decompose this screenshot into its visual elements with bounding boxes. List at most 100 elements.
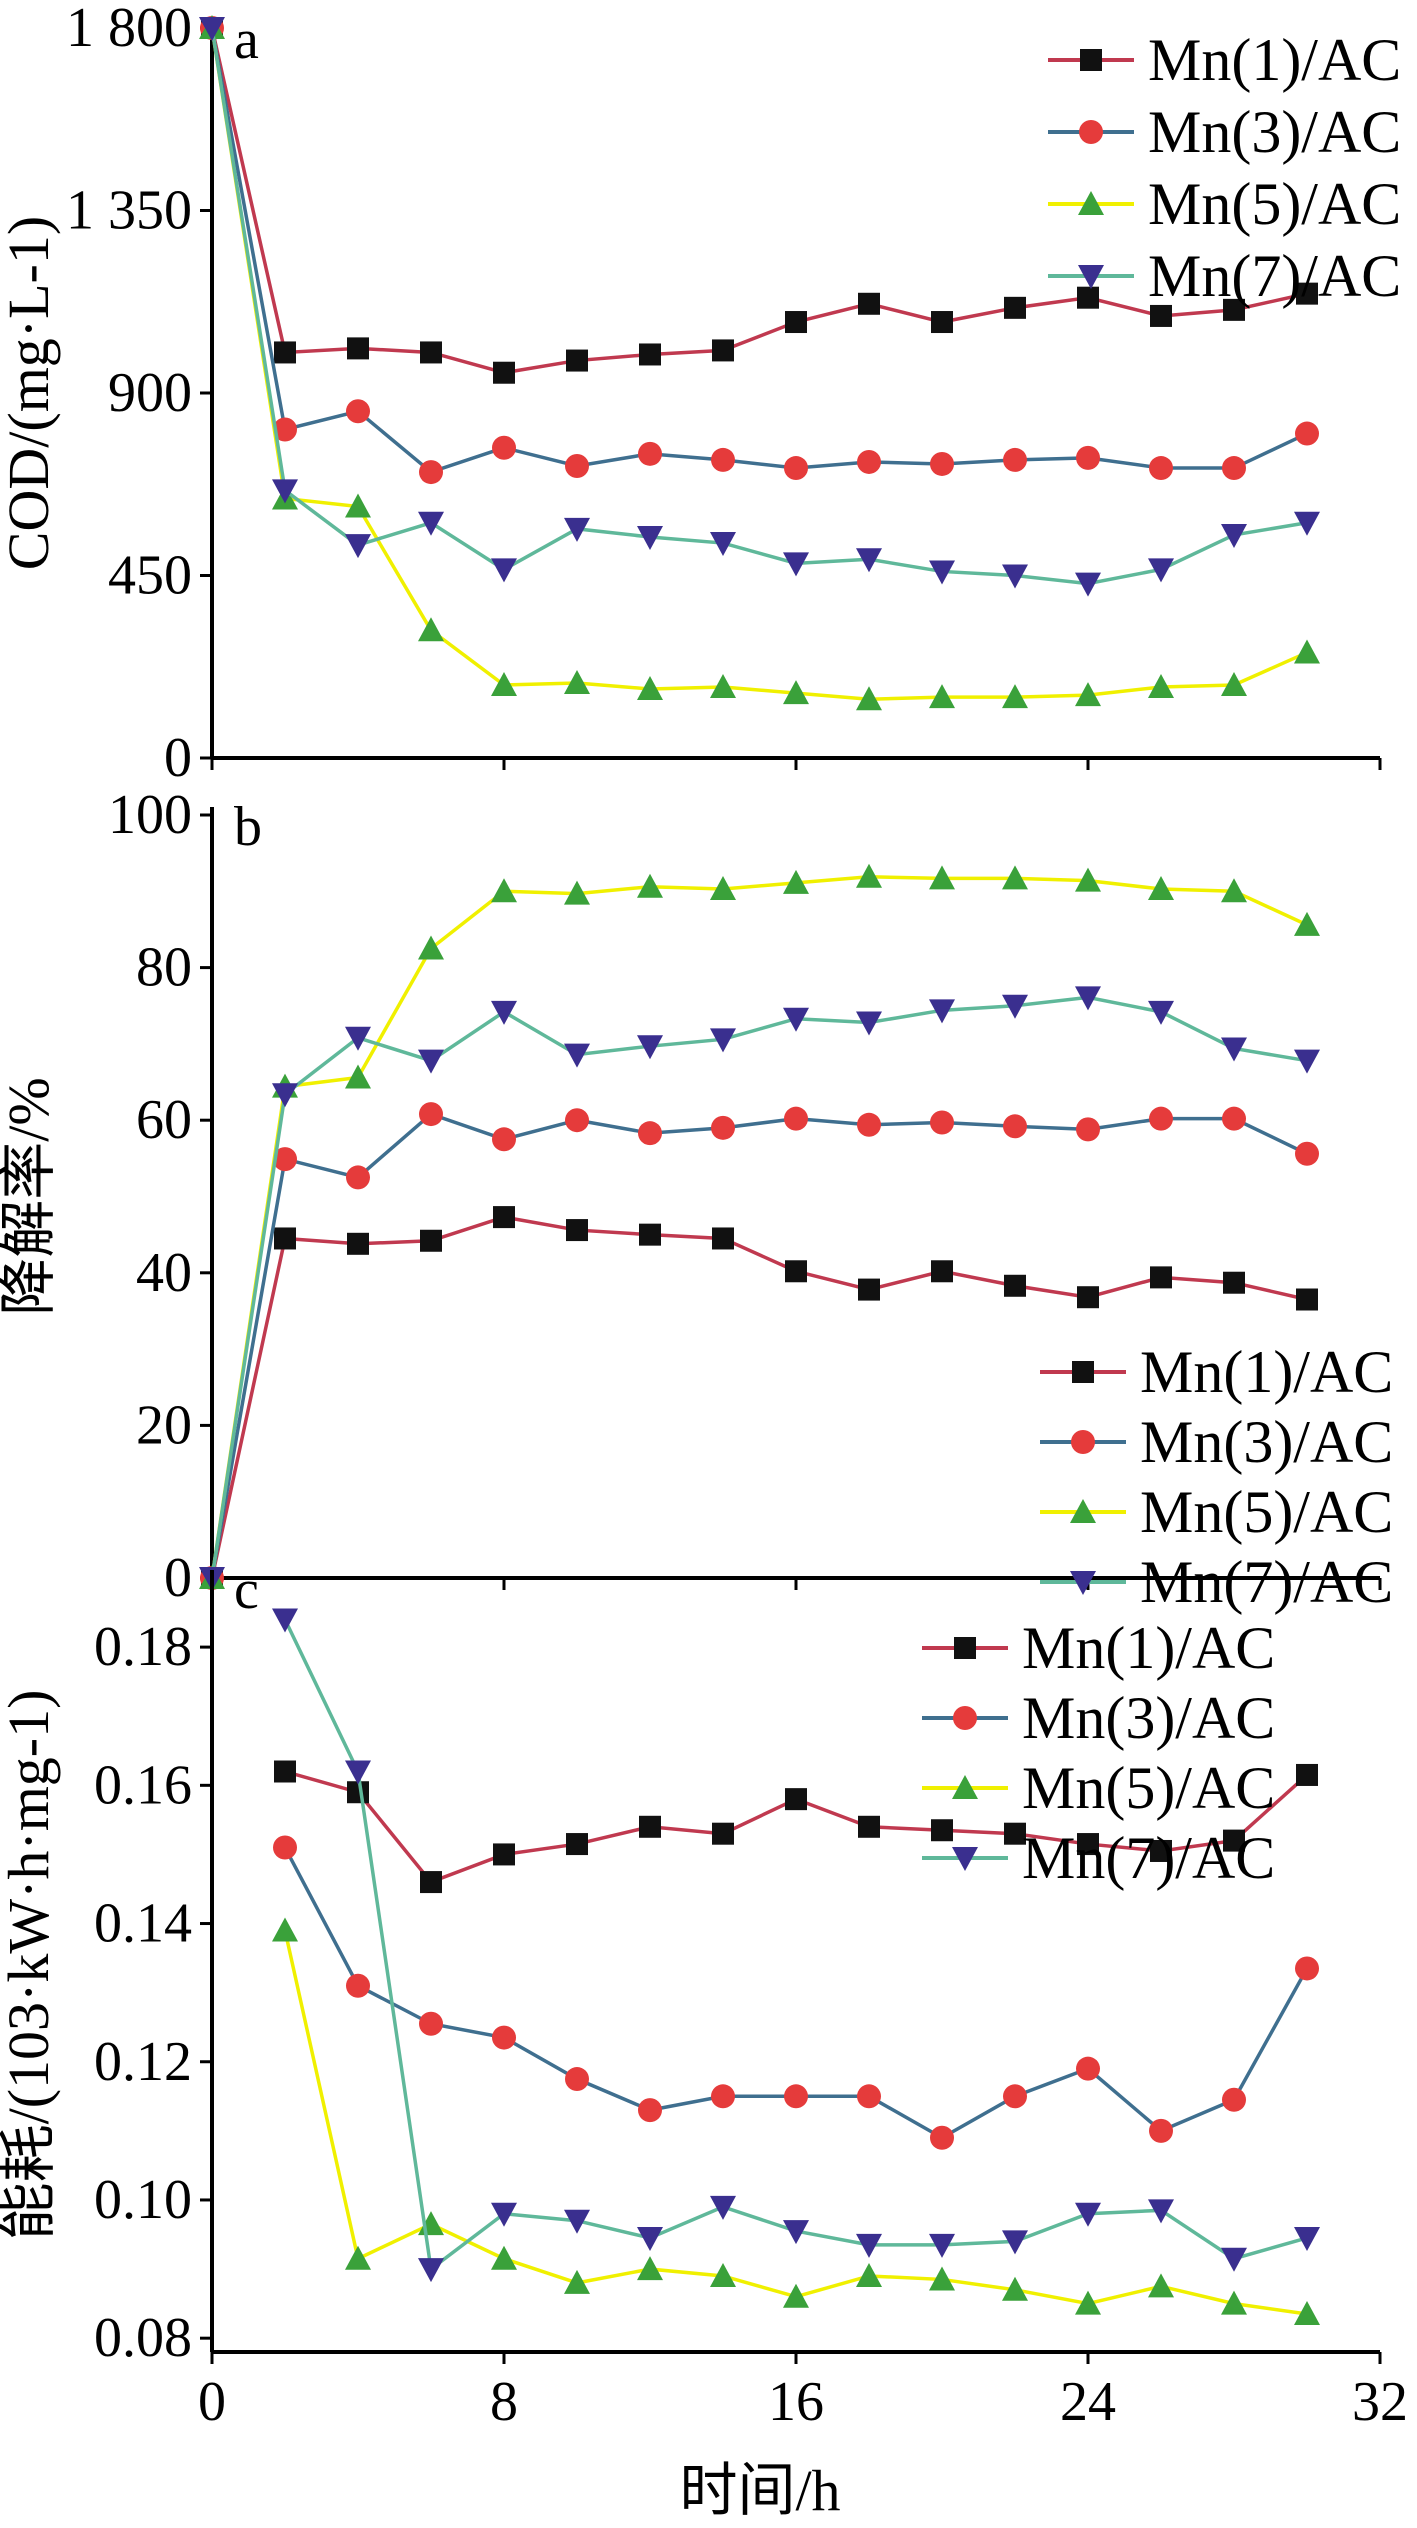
- data-point: [638, 2098, 662, 2123]
- data-point: [856, 686, 882, 711]
- data-point: [565, 454, 589, 478]
- data-point: [783, 2283, 809, 2308]
- x-tick-label: 32: [1352, 2371, 1408, 2433]
- data-point: [1222, 1106, 1246, 1131]
- panel-c: 0.08 0.10 0.12 0.14 0.16 0.18 0 8 16 24 32 c 能耗/(103…: [0, 1559, 1408, 2433]
- legend-entry: Mn(3)/AC: [1022, 1685, 1275, 1751]
- y-tick-label: 900: [108, 362, 192, 424]
- data-point: [347, 1781, 369, 1804]
- data-point: [420, 1871, 442, 1894]
- series-Mn(7)/AC: [199, 986, 1320, 1591]
- data-point: [347, 1232, 369, 1255]
- data-point: [637, 525, 663, 550]
- data-point: [931, 311, 953, 334]
- legend-marker: [1079, 120, 1103, 144]
- data-point: [199, 17, 225, 41]
- data-point: [1294, 1049, 1320, 1074]
- data-point: [1221, 2290, 1247, 2315]
- data-point: [273, 1835, 297, 1860]
- series-Mn(3)/AC: [273, 1835, 1319, 2150]
- data-point: [491, 558, 517, 583]
- y-tick-label: 0: [164, 1547, 192, 1609]
- data-point: [710, 532, 736, 557]
- y-axis-title: 能耗/(103·kW·h·mg-1): [0, 1690, 61, 2241]
- data-point: [492, 1127, 516, 1152]
- legend-entry: Mn(7)/AC: [1022, 1825, 1275, 1891]
- y-tick-label: 60: [136, 1089, 192, 1151]
- legend-marker: [1070, 1499, 1096, 1523]
- data-point: [419, 2011, 443, 2036]
- data-point: [1002, 564, 1028, 589]
- data-point: [1221, 878, 1247, 903]
- legend-entry: Mn(1)/AC: [1022, 1615, 1275, 1681]
- y-tick-label: 80: [136, 937, 192, 999]
- data-point: [1295, 1956, 1319, 1981]
- data-point: [930, 1110, 954, 1135]
- data-point: [1148, 2199, 1174, 2224]
- data-point: [1148, 2273, 1174, 2298]
- data-point: [1075, 867, 1101, 892]
- data-point: [637, 873, 663, 898]
- legend-entry: Mn(1)/AC: [1148, 27, 1401, 93]
- series-Mn(1)/AC: [201, 1206, 1318, 1589]
- data-point: [346, 1165, 370, 1190]
- series-line: [210, 995, 1308, 1579]
- x-tick-label: 8: [490, 2371, 518, 2433]
- data-point: [418, 935, 444, 960]
- data-point: [492, 435, 516, 460]
- legend-marker: [1071, 1430, 1095, 1454]
- data-point: [420, 341, 442, 364]
- data-point: [345, 493, 371, 518]
- data-point: [637, 676, 663, 701]
- data-point: [272, 479, 298, 504]
- data-point: [1004, 296, 1026, 319]
- data-point: [785, 1260, 807, 1283]
- shared-x-axis: 时间/h: [679, 2458, 840, 2523]
- data-point: [1149, 456, 1173, 481]
- data-point: [1150, 1266, 1172, 1289]
- data-point: [1223, 1271, 1245, 1294]
- data-point: [785, 311, 807, 334]
- data-point: [345, 534, 371, 559]
- data-point: [931, 1260, 953, 1283]
- data-point: [1004, 1822, 1026, 1845]
- data-point: [930, 451, 954, 476]
- data-point: [929, 999, 955, 1024]
- data-point: [273, 417, 297, 442]
- data-point: [491, 1000, 517, 1025]
- data-point: [1003, 447, 1027, 472]
- y-tick-label: 0: [164, 727, 192, 789]
- data-point: [783, 2220, 809, 2245]
- data-point: [419, 460, 443, 485]
- series-Mn(7)/AC: [199, 17, 1320, 597]
- data-point: [710, 1028, 736, 1053]
- data-point: [345, 1064, 371, 1089]
- legend-entry: Mn(5)/AC: [1022, 1755, 1275, 1821]
- legend-marker: [954, 1637, 976, 1659]
- data-point: [1296, 1288, 1318, 1311]
- data-point: [493, 361, 515, 384]
- data-point: [1003, 2084, 1027, 2109]
- data-point: [637, 2226, 663, 2251]
- data-point: [1296, 282, 1318, 305]
- data-point: [858, 1278, 880, 1301]
- data-point: [1075, 2290, 1101, 2315]
- data-point: [710, 2195, 736, 2220]
- data-point: [565, 1108, 589, 1133]
- data-point: [1294, 911, 1320, 936]
- y-tick-label: 40: [136, 1242, 192, 1304]
- panel-b: 0 20 40 60 80 100 b 降解率/% Mn(1)/ACMn(3)/ACMn(5)/…: [0, 784, 1393, 1615]
- data-point: [1221, 1037, 1247, 1062]
- data-point: [272, 1608, 298, 1633]
- data-point: [857, 1112, 881, 1137]
- data-point: [639, 1815, 661, 1838]
- data-point: [274, 1227, 296, 1250]
- y-tick-label: 0.18: [94, 1616, 192, 1678]
- data-point: [1295, 1141, 1319, 1166]
- legend-marker: [1078, 191, 1104, 215]
- legend-marker: [1078, 265, 1104, 289]
- data-point: [347, 337, 369, 360]
- data-point: [1223, 298, 1245, 321]
